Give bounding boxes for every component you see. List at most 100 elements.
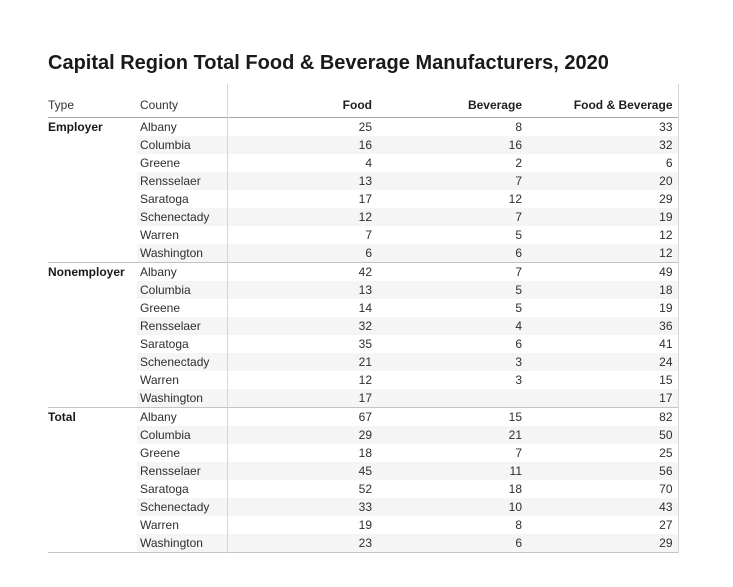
county-cell: Greene — [137, 299, 228, 317]
food-beverage-cell: 29 — [527, 534, 679, 553]
food-cell: 12 — [227, 208, 377, 226]
beverage-cell: 12 — [508, 192, 522, 206]
food-beverage-cell: 17 — [527, 389, 679, 408]
county-cell: Greene — [137, 444, 228, 462]
beverage-cell: 15 — [377, 407, 527, 426]
beverage-cell: 3 — [515, 373, 522, 387]
food-cell: 45 — [227, 462, 377, 480]
food-beverage-cell: 43 — [527, 498, 679, 516]
table-row: Rensselaer 32 4 36 — [48, 317, 679, 335]
table-row: Greene 14 5 19 — [48, 299, 679, 317]
beverage-cell: 11 — [377, 462, 527, 480]
column-header-type: Type — [48, 98, 75, 112]
food-cell: 17 — [358, 192, 372, 206]
table-row: Warren 19 8 27 — [48, 516, 679, 534]
type-cell — [48, 353, 137, 371]
table-row: Warren 7 5 12 — [48, 226, 679, 244]
county-cell: Albany — [137, 407, 228, 426]
county-cell: Washington — [137, 244, 228, 263]
table-row: Total Albany 67 15 82 — [48, 407, 679, 426]
type-cell — [48, 480, 137, 498]
food-cell: 14 — [358, 301, 372, 315]
food-beverage-cell: 29 — [527, 190, 679, 208]
county-cell: Saratoga — [137, 335, 228, 353]
table-row: Washington 6 6 12 — [48, 244, 679, 263]
food-beverage-cell: 82 — [527, 407, 679, 426]
beverage-cell: 3 — [377, 353, 527, 371]
table-row: Greene 18 7 25 — [48, 444, 679, 462]
table-row: Saratoga 52 18 70 — [48, 480, 679, 498]
type-cell: Total — [48, 407, 137, 426]
type-cell: Nonemployer — [48, 262, 137, 281]
food-beverage-cell: 41 — [527, 335, 679, 353]
food-beverage-cell: 15 — [527, 371, 679, 389]
type-cell — [48, 226, 137, 244]
food-cell: 13 — [227, 172, 377, 190]
food-beverage-cell: 19 — [527, 208, 679, 226]
food-beverage-cell: 70 — [527, 480, 679, 498]
county-cell: Columbia — [137, 426, 228, 444]
type-cell — [48, 444, 137, 462]
beverage-cell: 5 — [515, 228, 522, 242]
type-cell — [48, 190, 137, 208]
table-row: Saratoga 35 6 41 — [48, 335, 679, 353]
table-row: Employer Albany 25 8 33 — [48, 117, 679, 136]
county-cell: Rensselaer — [137, 462, 228, 480]
beverage-cell: 6 — [377, 244, 527, 263]
beverage-cell: 8 — [515, 120, 522, 134]
table-row: Columbia 13 5 18 — [48, 281, 679, 299]
type-cell — [48, 172, 137, 190]
food-cell: 21 — [227, 353, 377, 371]
beverage-cell: 8 — [515, 518, 522, 532]
county-cell: Columbia — [137, 281, 228, 299]
column-header-county: County — [137, 84, 228, 118]
food-cell: 18 — [358, 446, 372, 460]
type-cell — [48, 136, 137, 154]
type-cell — [48, 244, 137, 263]
county-cell: Washington — [137, 389, 228, 408]
beverage-cell: 7 — [515, 446, 522, 460]
county-cell: Columbia — [137, 136, 228, 154]
beverage-cell: 5 — [377, 281, 527, 299]
food-cell: 19 — [358, 518, 372, 532]
county-cell: Schenectady — [137, 353, 228, 371]
table-row: Rensselaer 13 7 20 — [48, 172, 679, 190]
county-cell: Warren — [137, 226, 228, 244]
county-cell: Rensselaer — [137, 317, 228, 335]
table-header: Type County Food Beverage Food & Beverag… — [48, 84, 679, 118]
beverage-cell: 4 — [377, 317, 527, 335]
food-beverage-cell: 25 — [527, 444, 679, 462]
food-cell: 13 — [227, 281, 377, 299]
type-cell — [48, 426, 137, 444]
beverage-cell: 7 — [377, 208, 527, 226]
data-table: Type County Food Beverage Food & Beverag… — [48, 84, 679, 553]
table-row: Schenectady 21 3 24 — [48, 353, 679, 371]
type-cell — [48, 462, 137, 480]
table-row: Washington 17 17 — [48, 389, 679, 408]
food-cell: 29 — [227, 426, 377, 444]
food-cell: 67 — [227, 407, 377, 426]
type-cell — [48, 498, 137, 516]
type-cell — [48, 534, 137, 553]
food-beverage-cell: 20 — [527, 172, 679, 190]
table-row: Schenectady 12 7 19 — [48, 208, 679, 226]
table-row: Columbia 16 16 32 — [48, 136, 679, 154]
food-cell: 16 — [227, 136, 377, 154]
chart-title: Capital Region Total Food & Beverage Man… — [48, 52, 609, 74]
food-cell: 25 — [358, 120, 372, 134]
food-cell: 7 — [365, 228, 372, 242]
food-beverage-cell: 24 — [527, 353, 679, 371]
county-cell: Saratoga — [137, 190, 228, 208]
column-header-beverage: Beverage — [467, 98, 522, 112]
food-beverage-cell: 18 — [527, 281, 679, 299]
beverage-cell: 16 — [377, 136, 527, 154]
type-cell — [48, 299, 137, 317]
county-cell: Schenectady — [137, 498, 228, 516]
food-cell: 12 — [358, 373, 372, 387]
food-cell: 23 — [227, 534, 377, 553]
type-cell — [48, 208, 137, 226]
food-beverage-cell: 12 — [527, 244, 679, 263]
table-row: Greene 4 2 6 — [48, 154, 679, 172]
food-beverage-cell: 49 — [527, 262, 679, 281]
